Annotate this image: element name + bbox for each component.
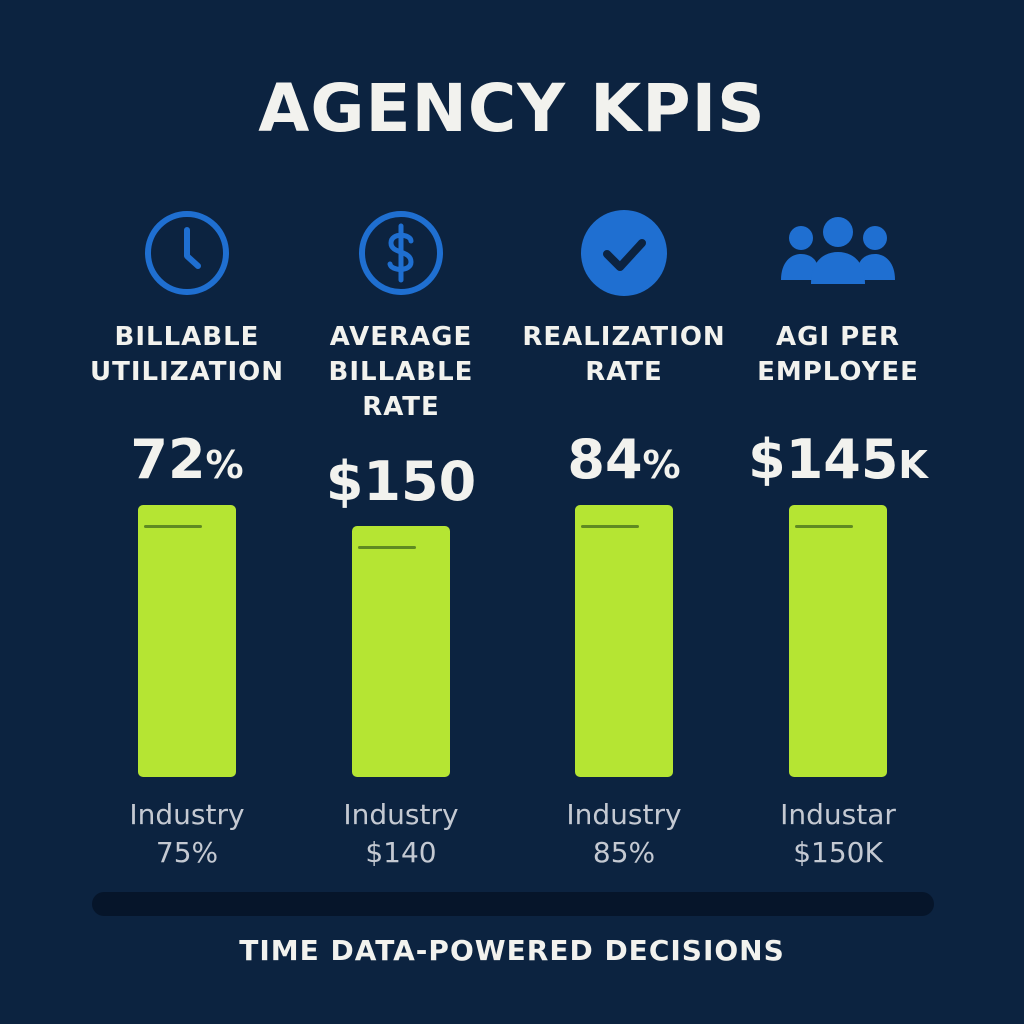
kpi-billable-utilization: BILLABLE UTILIZATION 72% Industry 75% — [62, 0, 312, 1024]
industry-value: 75% — [155, 836, 219, 869]
kpi-value-suffix: % — [205, 443, 244, 487]
kpi-bar — [352, 526, 450, 777]
kpi-value-main: 72 — [130, 428, 206, 491]
kpi-label-line: EMPLOYEE — [757, 357, 919, 387]
kpi-label-line: BILLABLE — [328, 357, 474, 387]
industry-benchmark-line — [581, 525, 639, 528]
people-icon — [773, 208, 903, 298]
industry-benchmark: Industry 75% — [62, 796, 312, 872]
industry-label: Industry — [566, 798, 682, 831]
industry-value: $150K — [793, 836, 883, 869]
check-icon — [579, 208, 669, 298]
industry-benchmark: Industry 85% — [499, 796, 749, 872]
kpi-value: $150 — [276, 450, 526, 513]
kpi-label-line: RATE — [585, 357, 663, 387]
kpi-bar — [789, 505, 887, 777]
tagline: TIME DATA-POWERED DECISIONS — [239, 934, 785, 967]
kpi-label: REALIZATION RATE — [499, 320, 749, 390]
kpi-realization-rate: REALIZATION RATE 84% Industry 85% — [499, 0, 749, 1024]
kpi-value: 84% — [499, 428, 749, 491]
industry-benchmark-line — [795, 525, 853, 528]
kpi-label-line: BILLABLE — [114, 322, 260, 352]
kpi-label-line: AVERAGE — [329, 322, 473, 352]
industry-label: Industry — [129, 798, 245, 831]
industry-value: $140 — [365, 836, 437, 869]
kpi-label: AGI PER EMPLOYEE — [713, 320, 963, 390]
kpi-value-suffix: % — [642, 443, 681, 487]
kpi-label-line: REALIZATION — [522, 322, 726, 352]
industry-label: Industry — [343, 798, 459, 831]
kpi-value: $145K — [713, 428, 963, 491]
kpi-label: AVERAGE BILLABLE RATE — [276, 320, 526, 425]
kpi-agi-per-employee: AGI PER EMPLOYEE $145K Industar $150K — [713, 0, 963, 1024]
kpi-label: BILLABLE UTILIZATION — [62, 320, 312, 390]
industry-benchmark: Industar $150K — [713, 796, 963, 872]
kpi-bar — [138, 505, 236, 777]
kpi-value: 72% — [62, 428, 312, 491]
kpi-value-main: 84 — [567, 428, 643, 491]
dollar-icon — [356, 208, 446, 298]
clock-icon — [142, 208, 232, 298]
kpi-value-main: $150 — [325, 450, 477, 513]
kpi-bar — [575, 505, 673, 777]
industry-benchmark-line — [358, 546, 416, 549]
industry-benchmark-line — [144, 525, 202, 528]
industry-label: Industar — [780, 798, 896, 831]
kpi-label-line: RATE — [362, 392, 440, 422]
kpi-average-billable-rate: AVERAGE BILLABLE RATE $150 Industry $140 — [276, 0, 526, 1024]
kpi-value-main: $145 — [748, 428, 899, 491]
kpi-value-suffix: K — [898, 443, 928, 487]
progress-track — [92, 892, 934, 916]
industry-value: 85% — [592, 836, 656, 869]
industry-benchmark: Industry $140 — [276, 796, 526, 872]
page-title: AGENCY KPIS — [258, 70, 766, 147]
kpi-label-line: UTILIZATION — [90, 357, 284, 387]
kpi-label-line: AGI PER — [775, 322, 901, 352]
